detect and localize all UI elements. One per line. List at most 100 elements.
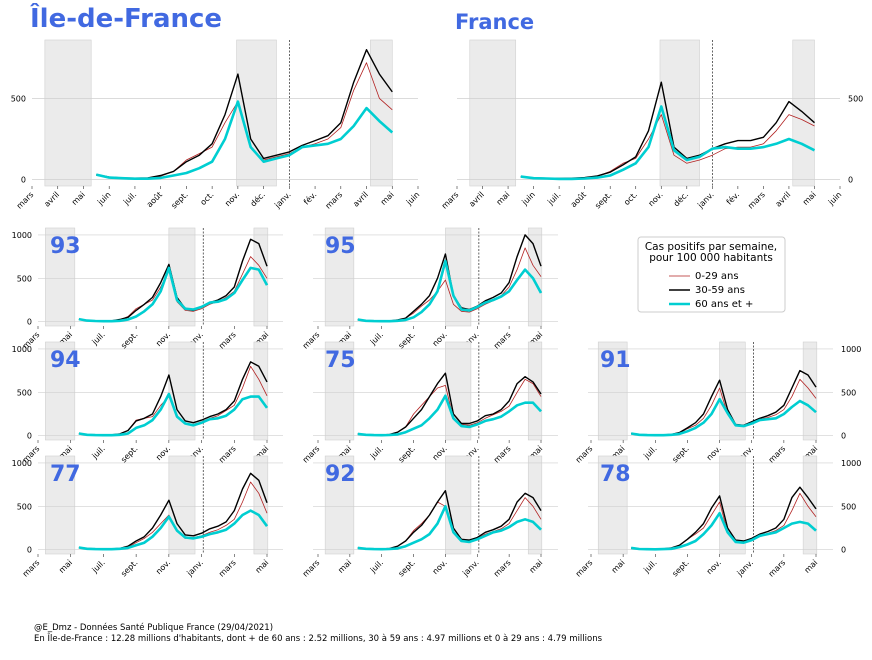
x-tick-label: mars bbox=[217, 558, 238, 579]
x-tick-label: avril bbox=[774, 190, 793, 209]
x-tick-label: juil. bbox=[90, 444, 107, 461]
y-tick-label: 500 bbox=[17, 274, 32, 283]
lockdown-shade bbox=[253, 227, 269, 327]
y-tick-label: 0 bbox=[848, 176, 853, 185]
x-tick-label: mai bbox=[610, 558, 627, 575]
x-tick-label: juil. bbox=[90, 330, 107, 347]
panel-title: 95 bbox=[325, 234, 356, 259]
x-tick-label: sept. bbox=[119, 558, 139, 578]
x-tick-label: janv. bbox=[695, 190, 715, 210]
x-tick-label: mars bbox=[217, 330, 238, 351]
x-tick-label: déc. bbox=[671, 189, 690, 208]
x-tick-label: juil. bbox=[368, 558, 385, 575]
x-tick-label: avril bbox=[42, 190, 61, 209]
x-tick-label: sept. bbox=[397, 558, 417, 578]
x-tick-label: oct. bbox=[622, 190, 639, 207]
x-tick-label: sept. bbox=[593, 190, 613, 210]
x-tick-label: sept. bbox=[670, 444, 690, 464]
lockdown-shade bbox=[253, 341, 269, 441]
lockdown-shade bbox=[236, 39, 277, 187]
legend-title: pour 100 000 habitants bbox=[649, 252, 773, 264]
panel-title: 91 bbox=[600, 348, 631, 373]
y-tick-label: 1000 bbox=[12, 231, 32, 240]
series-line bbox=[78, 266, 269, 323]
x-tick-label: mars bbox=[574, 558, 595, 579]
y-tick-label: 0 bbox=[21, 176, 26, 185]
panel-title: 92 bbox=[325, 462, 356, 487]
x-tick-label: sept. bbox=[670, 558, 690, 578]
y-tick-label: 500 bbox=[841, 388, 856, 397]
x-tick-label: juil. bbox=[368, 330, 385, 347]
x-tick-label: juin bbox=[826, 190, 843, 207]
x-tick-label: mars bbox=[301, 330, 322, 351]
x-tick-label: mai bbox=[527, 558, 544, 575]
x-tick-label: janv. bbox=[460, 558, 480, 578]
lockdown-shade bbox=[719, 341, 746, 441]
footer: @E_Dmz - Données Santé Publique France (… bbox=[34, 622, 273, 633]
x-tick-label: juin bbox=[520, 190, 537, 207]
legend-label: 60 ans et + bbox=[695, 299, 753, 310]
series-line bbox=[631, 511, 817, 551]
x-tick-label: sept. bbox=[119, 330, 139, 350]
panel-title: 77 bbox=[50, 462, 81, 487]
x-tick-label: août bbox=[569, 190, 588, 209]
lockdown-shade bbox=[469, 39, 517, 187]
series-line bbox=[96, 100, 394, 180]
x-tick-label: juil. bbox=[368, 444, 385, 461]
x-tick-label: janv. bbox=[735, 558, 755, 578]
lockdown-shade bbox=[324, 227, 355, 327]
lockdown-shade bbox=[324, 455, 355, 555]
x-tick-label: juil. bbox=[121, 190, 138, 207]
legend: Cas positifs par semaine, pour 100 000 h… bbox=[637, 236, 786, 313]
x-tick-label: mars bbox=[324, 190, 345, 211]
x-tick-label: mars bbox=[440, 190, 461, 211]
lockdown-shade bbox=[253, 455, 269, 555]
series-line bbox=[520, 105, 816, 181]
panel-title: 94 bbox=[50, 348, 81, 373]
lockdown-shade bbox=[44, 39, 92, 187]
y-tick-label: 1000 bbox=[12, 459, 32, 468]
x-tick-label: juil. bbox=[642, 558, 659, 575]
x-tick-label: fév. bbox=[301, 189, 318, 206]
x-tick-label: mars bbox=[301, 558, 322, 579]
x-tick-label: janv. bbox=[272, 190, 292, 210]
x-tick-label: mai bbox=[379, 190, 396, 207]
x-tick-label: mars bbox=[574, 444, 595, 465]
lockdown-shade bbox=[527, 227, 543, 327]
x-tick-label: mai bbox=[495, 190, 512, 207]
panel-title: Île-de-France bbox=[30, 2, 222, 34]
lockdown-shade bbox=[324, 341, 355, 441]
y-tick-label: 0 bbox=[841, 432, 846, 441]
lockdown-shade bbox=[527, 341, 543, 441]
x-tick-label: mars bbox=[217, 444, 238, 465]
y-tick-label: 500 bbox=[17, 502, 32, 511]
x-tick-label: mars bbox=[746, 190, 767, 211]
x-tick-label: nov. bbox=[705, 558, 723, 576]
x-tick-label: juil. bbox=[545, 190, 562, 207]
lockdown-shade bbox=[527, 455, 543, 555]
lockdown-shade bbox=[45, 227, 76, 327]
y-tick-label: 500 bbox=[848, 94, 863, 103]
x-tick-label: mars bbox=[15, 190, 36, 211]
x-tick-label: janv. bbox=[185, 558, 205, 578]
x-tick-label: avril bbox=[351, 190, 370, 209]
lockdown-shade bbox=[45, 341, 76, 441]
panel-title: 78 bbox=[600, 462, 631, 487]
x-tick-label: mars bbox=[301, 444, 322, 465]
x-tick-label: mars bbox=[21, 558, 42, 579]
legend-label: 30-59 ans bbox=[695, 285, 745, 296]
x-tick-label: mai bbox=[801, 190, 818, 207]
y-tick-label: 0 bbox=[27, 318, 32, 327]
x-tick-label: oct. bbox=[199, 190, 216, 207]
panel-title: 93 bbox=[50, 234, 81, 259]
x-tick-label: juin bbox=[95, 190, 112, 207]
series-line bbox=[78, 392, 269, 437]
